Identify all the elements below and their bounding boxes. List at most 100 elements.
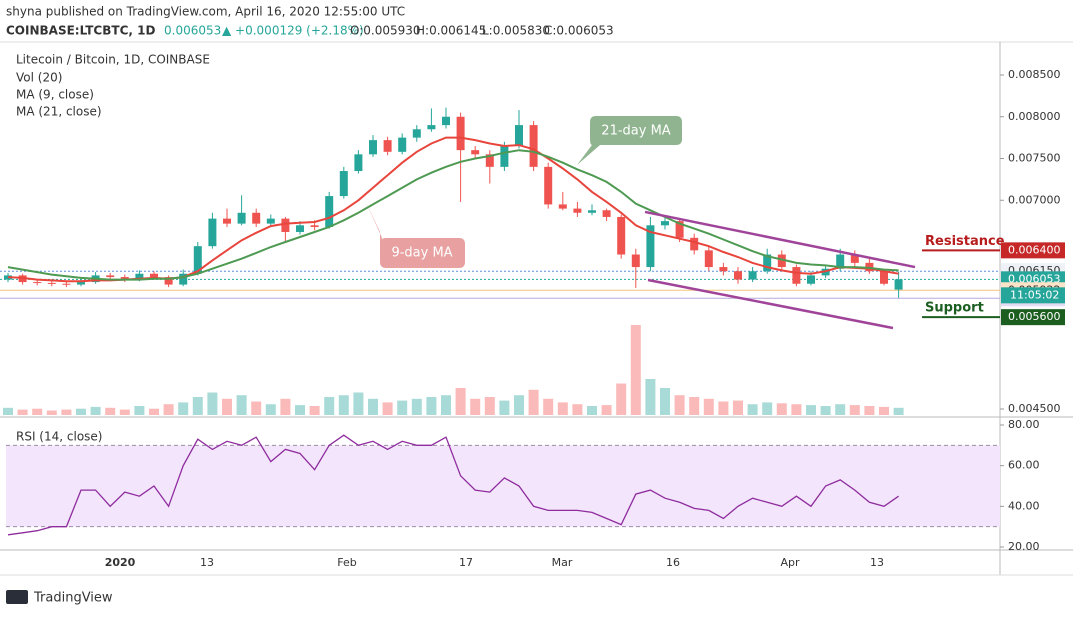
candle-body xyxy=(704,250,713,268)
candle-body xyxy=(412,129,421,138)
volume-bar xyxy=(689,397,700,415)
volume-bar xyxy=(338,395,349,415)
candle-body xyxy=(325,196,334,227)
volume-bar xyxy=(32,408,43,415)
candle-body xyxy=(558,204,567,209)
candle-body xyxy=(588,210,596,213)
volume-bar xyxy=(309,406,320,415)
volume-bar xyxy=(733,400,743,415)
candle-body xyxy=(485,154,494,167)
volume-bar xyxy=(601,405,612,415)
footer-brand: TradingView xyxy=(33,591,113,606)
rsi-band xyxy=(6,445,1000,527)
candle-body xyxy=(339,171,348,197)
trendline xyxy=(647,278,894,330)
candle-body xyxy=(515,125,523,146)
volume-bar xyxy=(893,407,904,415)
candle-body xyxy=(252,212,261,224)
candle-body xyxy=(193,246,202,274)
candle-body xyxy=(544,166,553,205)
symbol: COINBASE:LTCBTC, 1D xyxy=(6,24,155,38)
volume-bar xyxy=(368,398,378,415)
candle-body xyxy=(719,267,728,272)
candle-body xyxy=(354,154,363,172)
candle-body xyxy=(792,267,801,284)
candle-body xyxy=(748,271,757,280)
volume-bar xyxy=(397,400,408,415)
volume-bar xyxy=(528,389,539,415)
y-tick-label: 0.008000 xyxy=(1008,110,1061,123)
price-label-bg xyxy=(1001,242,1065,259)
volume-bar xyxy=(382,402,393,415)
candle-body xyxy=(369,140,377,155)
volume-bar xyxy=(455,388,466,415)
annotation-box xyxy=(365,200,465,268)
volume-bar xyxy=(514,395,524,415)
volume-bar xyxy=(616,383,627,415)
volume-bar xyxy=(630,325,641,415)
logo xyxy=(6,590,28,604)
volume-bar xyxy=(192,397,203,415)
countdown: 11:05:02 xyxy=(1010,288,1059,301)
y-tick-label: 0.004500 xyxy=(1008,402,1061,415)
volume-bar xyxy=(543,398,554,415)
volume-bar xyxy=(119,409,130,415)
x-tick-label: Feb xyxy=(337,556,356,569)
candle-body xyxy=(777,254,786,268)
volume-bar xyxy=(353,392,364,415)
candle-body xyxy=(471,150,480,155)
volume-bar xyxy=(163,404,174,415)
candle-body xyxy=(529,125,538,167)
ohlc-open: O:0.005930 xyxy=(350,24,421,38)
volume-bar xyxy=(61,409,72,415)
legend-title: Litecoin / Bitcoin, 1D, COINBASE xyxy=(16,53,210,67)
candle-body xyxy=(836,254,845,269)
rsi-tick-label: 60.00 xyxy=(1008,459,1040,472)
volume-bar xyxy=(747,404,758,415)
x-tick-label: Mar xyxy=(552,556,573,569)
candle-body xyxy=(427,125,436,130)
candle-body xyxy=(602,210,611,217)
volume-bar xyxy=(280,398,291,415)
x-tick-label: 17 xyxy=(459,556,473,569)
candle-body xyxy=(62,283,71,285)
volume-bar xyxy=(251,401,262,415)
volume-bar xyxy=(660,388,670,415)
legend-ma21: MA (21, close) xyxy=(16,105,102,119)
candle-body xyxy=(631,254,640,268)
volume-bar xyxy=(879,406,889,415)
volume-bar xyxy=(426,397,437,415)
rsi-line xyxy=(7,434,899,536)
candle-body xyxy=(894,279,903,290)
countdown-bg xyxy=(1001,287,1065,304)
volume-bar xyxy=(703,398,714,415)
volume-bar xyxy=(557,402,568,415)
volume-bar xyxy=(17,409,28,415)
volume-bar xyxy=(411,398,422,415)
volume-bar xyxy=(674,395,685,415)
candle-body xyxy=(456,116,465,151)
rsi-title: RSI (14, close) xyxy=(16,430,102,444)
volume-bar xyxy=(718,401,729,415)
candle-body xyxy=(734,271,742,280)
candle-body xyxy=(47,282,56,284)
volume-bar xyxy=(499,400,510,415)
candle-body xyxy=(675,221,684,238)
candle-body xyxy=(310,225,319,227)
volume-bar xyxy=(90,406,101,415)
volume-bar xyxy=(441,395,451,415)
ma-line xyxy=(7,149,899,281)
volume-bar xyxy=(864,406,875,415)
candle-body xyxy=(690,237,699,251)
candle-body xyxy=(77,282,85,285)
rsi-tick-label: 80.00 xyxy=(1008,418,1040,431)
candle-body xyxy=(281,218,290,232)
volume-bar xyxy=(791,404,802,415)
candle-body xyxy=(573,208,582,213)
candle-body xyxy=(150,273,158,278)
level-label: Support xyxy=(925,301,984,316)
candle-body xyxy=(120,277,129,280)
candle-body xyxy=(850,254,859,263)
